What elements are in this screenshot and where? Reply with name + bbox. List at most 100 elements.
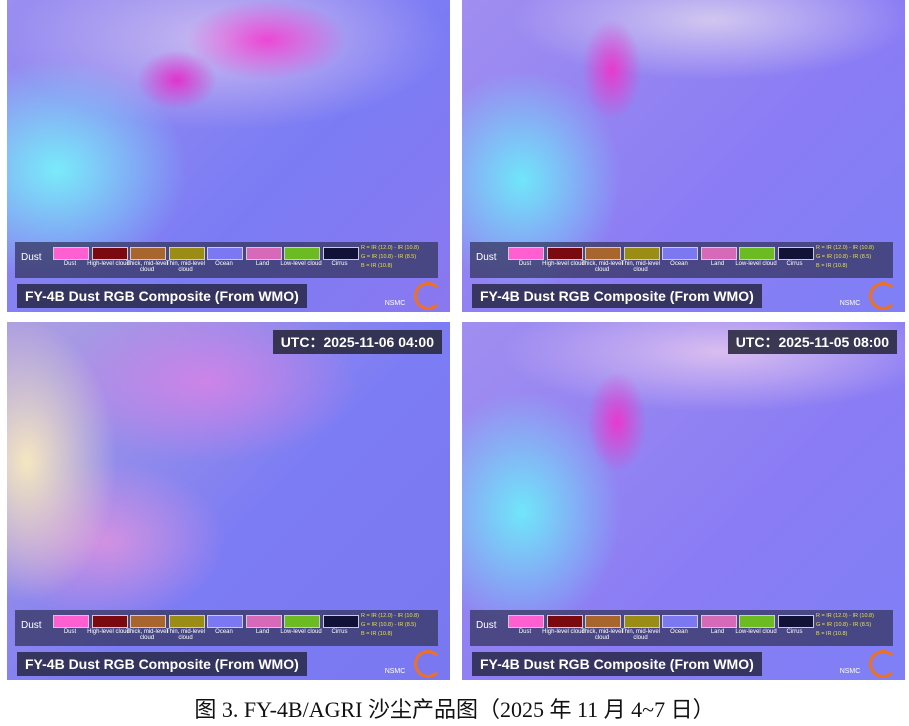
legend-label: Thick, mid-level cloud <box>126 629 168 641</box>
logo: NSMC <box>839 668 861 675</box>
legend-swatch <box>168 615 205 628</box>
legend-swatch <box>322 615 359 628</box>
legend-swatch <box>700 615 737 628</box>
legend-label: Thin, mid-level cloud <box>620 261 660 273</box>
satellite-panel: Dust Dust High-level cloud Thick, mid-level… <box>7 322 450 680</box>
legend: Dust Dust High-level cloud Thick, mid-level… <box>470 610 893 646</box>
legend-swatch <box>53 615 89 628</box>
legend-label: Cirrus <box>331 629 348 635</box>
legend-swatch <box>546 247 583 260</box>
legend-swatch <box>284 247 320 260</box>
legend-label: Land <box>255 261 270 267</box>
legend-formula: G = IR (10.8) - IR (8.5) <box>816 254 872 260</box>
panel-title: FY-4B Dust RGB Composite (From WMO) <box>17 652 307 676</box>
legend-formula: R = IR (12.0) - IR (10.8) <box>816 245 874 251</box>
logo-mark <box>414 650 442 678</box>
legend: Dust Dust High-level cloud Thick, mid-level… <box>470 242 893 278</box>
legend-swatch <box>662 615 698 628</box>
legend-swatch <box>585 247 621 260</box>
legend-swatch <box>508 615 544 628</box>
logo-mark <box>869 282 897 310</box>
legend-label: Low-level cloud <box>735 629 777 635</box>
legend-label: Land <box>255 629 270 635</box>
legend-swatch <box>322 247 359 260</box>
panel-title: FY-4B Dust RGB Composite (From WMO) <box>17 284 307 308</box>
legend-label: Thick, mid-level cloud <box>126 261 168 273</box>
legend-label: Thick, mid-level cloud <box>581 261 623 273</box>
legend-swatch <box>245 615 282 628</box>
legend-label: Cirrus <box>786 629 803 635</box>
legend-swatch <box>130 615 166 628</box>
legend-swatch <box>739 247 775 260</box>
logo: NSMC <box>384 668 406 675</box>
caption: 图 3. FY-4B/AGRI 沙尘产品图（2025 年 11 月 4~7 日） <box>194 697 715 722</box>
legend-label: High-level cloud <box>87 261 130 267</box>
legend: Dust Dust High-level cloud Thick, mid-level… <box>15 610 438 646</box>
utc-time: UTC：2025-11-06 04:00 <box>272 330 442 354</box>
legend-formula: B = IR (10.8) <box>816 263 848 269</box>
logo: NSMC <box>384 300 406 307</box>
legend-swatch <box>585 615 621 628</box>
legend-label: Land <box>710 629 725 635</box>
logo-mark <box>414 282 442 310</box>
legend-label: Low-level cloud <box>735 261 777 267</box>
legend-label: Ocean <box>215 629 233 635</box>
legend-formula: B = IR (10.8) <box>816 631 848 637</box>
legend-swatch <box>91 247 128 260</box>
legend-label: Dust <box>63 629 77 635</box>
legend-heading: Dust <box>21 252 42 263</box>
legend-label: Thin, mid-level cloud <box>165 629 205 641</box>
logo: NSMC <box>839 300 861 307</box>
legend-swatch <box>623 615 660 628</box>
panel-title: FY-4B Dust RGB Composite (From WMO) <box>472 652 762 676</box>
legend-label: Ocean <box>670 629 688 635</box>
legend-formula: R = IR (12.0) - IR (10.8) <box>361 245 419 251</box>
legend-label: Thick, mid-level cloud <box>581 629 623 641</box>
legend-swatch <box>284 615 320 628</box>
legend-swatch <box>777 615 814 628</box>
legend-label: Cirrus <box>786 261 803 267</box>
legend-label: Ocean <box>670 261 688 267</box>
satellite-panel: Dust Dust High-level cloud Thick, mid-level… <box>7 0 450 312</box>
satellite-panel: Dust Dust High-level cloud Thick, mid-level… <box>462 322 905 680</box>
legend-formula: G = IR (10.8) - IR (8.5) <box>361 622 417 628</box>
legend-heading: Dust <box>476 620 497 631</box>
legend-swatch <box>508 247 544 260</box>
legend-formula: G = IR (10.8) - IR (8.5) <box>361 254 417 260</box>
legend-label: Dust <box>518 629 532 635</box>
legend-label: High-level cloud <box>542 629 585 635</box>
legend-heading: Dust <box>476 252 497 263</box>
satellite-panel: Dust Dust High-level cloud Thick, mid-level… <box>462 0 905 312</box>
legend: Dust Dust High-level cloud Thick, mid-level… <box>15 242 438 278</box>
legend-label: Cirrus <box>331 261 348 267</box>
legend-swatch <box>623 247 660 260</box>
legend-label: Ocean <box>215 261 233 267</box>
legend-formula: R = IR (12.0) - IR (10.8) <box>816 613 874 619</box>
utc-time: UTC：2025-11-05 08:00 <box>727 330 897 354</box>
legend-label: Low-level cloud <box>280 261 322 267</box>
legend-swatch <box>130 247 166 260</box>
legend-formula: R = IR (12.0) - IR (10.8) <box>361 613 419 619</box>
legend-formula: B = IR (10.8) <box>361 631 393 637</box>
legend-swatch <box>207 615 243 628</box>
legend-swatch <box>662 247 698 260</box>
legend-swatch <box>700 247 737 260</box>
legend-swatch <box>91 615 128 628</box>
legend-swatch <box>546 615 583 628</box>
legend-label: Thin, mid-level cloud <box>165 261 205 273</box>
legend-swatch <box>777 247 814 260</box>
logo-mark <box>869 650 897 678</box>
legend-formula: B = IR (10.8) <box>361 263 393 269</box>
legend-label: High-level cloud <box>87 629 130 635</box>
legend-swatch <box>245 247 282 260</box>
panel-title: FY-4B Dust RGB Composite (From WMO) <box>472 284 762 308</box>
legend-label: Land <box>710 261 725 267</box>
legend-swatch <box>168 247 205 260</box>
legend-label: High-level cloud <box>542 261 585 267</box>
legend-label: Dust <box>63 261 77 267</box>
legend-label: Dust <box>518 261 532 267</box>
legend-swatch <box>739 615 775 628</box>
legend-formula: G = IR (10.8) - IR (8.5) <box>816 622 872 628</box>
legend-label: Low-level cloud <box>280 629 322 635</box>
